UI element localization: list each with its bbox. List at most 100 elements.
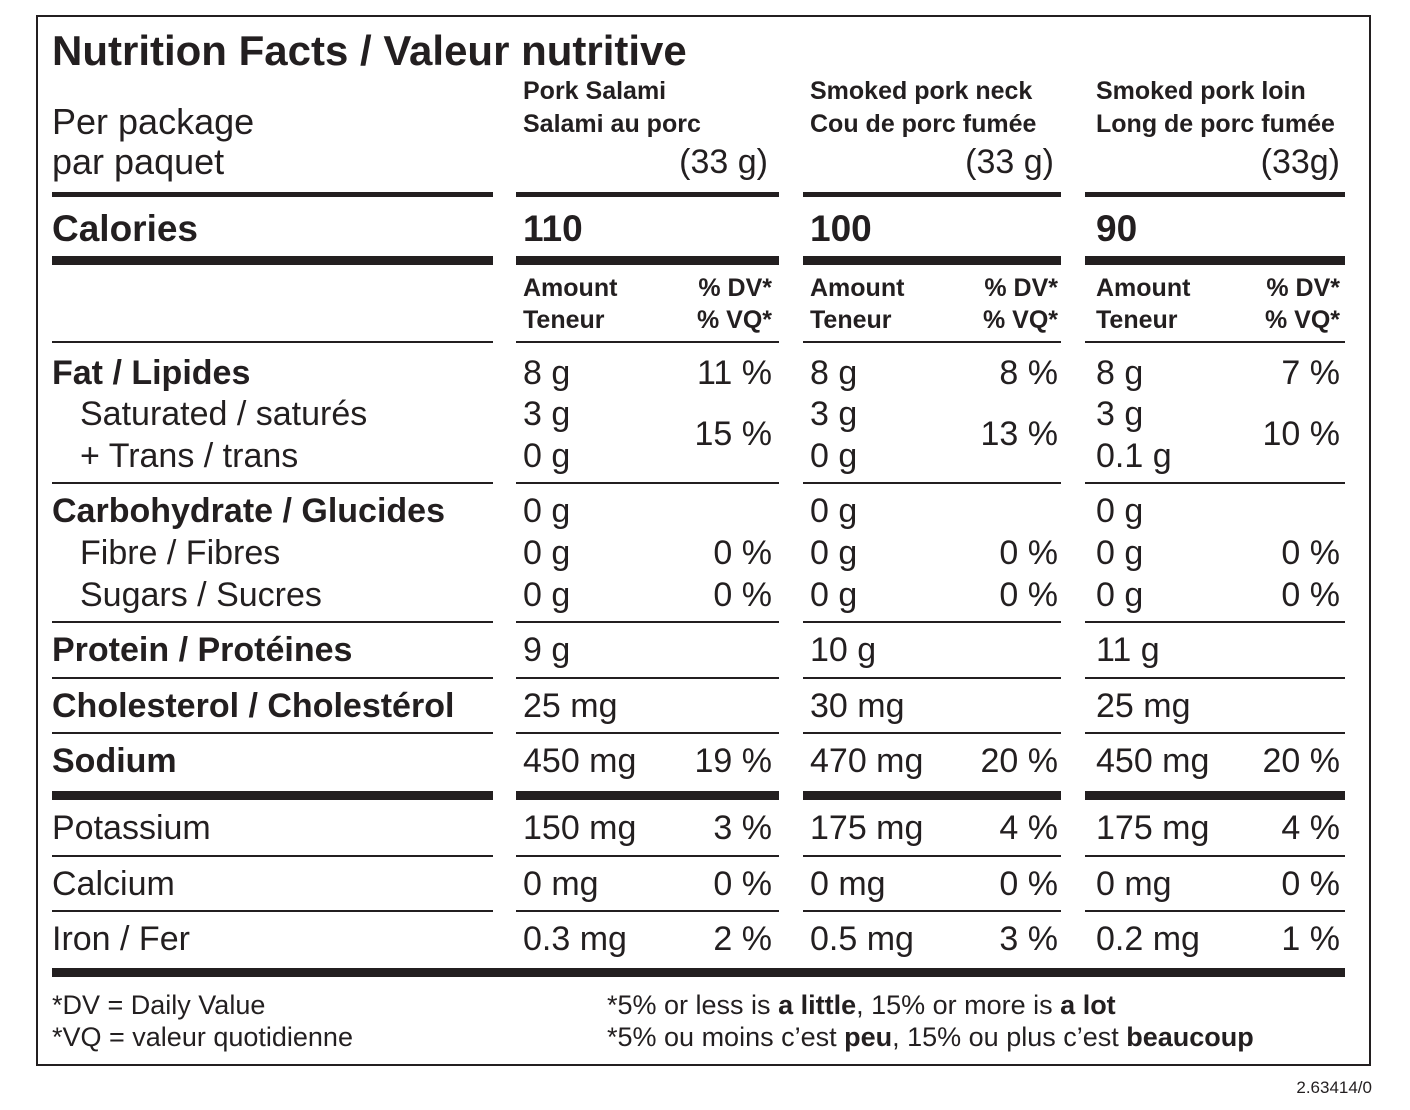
serving-label-en: Per package	[52, 101, 255, 142]
teneur-header: Teneur	[523, 306, 605, 334]
sodium-rule	[1085, 791, 1345, 800]
iron-amount: 0.2 mg	[1096, 920, 1200, 958]
iron-dv: 3 %	[999, 920, 1058, 958]
label-code: 2.63414/0	[1296, 1078, 1372, 1097]
fat-dv: 7 %	[1281, 354, 1340, 392]
amount-header: Amount	[810, 274, 905, 302]
sugars-dv: 0 %	[1281, 576, 1340, 614]
sodium-rule	[803, 791, 1061, 800]
cholesterol-rule	[516, 732, 779, 734]
nutrition-facts-panel	[36, 15, 1371, 1066]
carbohydrate-group-rule	[516, 621, 779, 623]
sugars-amount: 0 g	[523, 576, 571, 614]
protein-label: Protein / Protéines	[52, 631, 353, 669]
protein-rule	[516, 677, 779, 679]
fibre-label: Fibre / Fibres	[80, 534, 281, 572]
product-name-fr: Cou de porc fumée	[810, 110, 1037, 138]
dv-header: % DV*	[984, 274, 1058, 302]
protein-rule	[52, 677, 493, 679]
potassium-amount: 175 mg	[1096, 809, 1210, 847]
serving-rule	[516, 192, 779, 197]
iron-dv: 1 %	[1281, 920, 1340, 958]
dv-definition: *DV = Daily Value	[52, 990, 266, 1020]
saturated-amount: 3 g	[523, 395, 571, 433]
sugars-label: Sugars / Sucres	[80, 576, 322, 614]
carbohydrate-label: Carbohydrate / Glucides	[52, 492, 445, 530]
dv-header: % DV*	[698, 274, 772, 302]
fat-amount: 8 g	[523, 354, 571, 392]
carbohydrate-group-rule	[1085, 621, 1345, 623]
footnote-fr: *5% ou moins c’est peu, 15% ou plus c’es…	[607, 1022, 1254, 1052]
carbohydrate-group-rule	[52, 621, 493, 623]
amount-header: Amount	[1096, 274, 1191, 302]
calories-rule	[516, 256, 779, 265]
calcium-dv: 0 %	[999, 865, 1058, 903]
calories-value: 110	[523, 208, 583, 249]
product-name-en: Smoked pork loin	[1096, 77, 1306, 105]
trans-amount: 0.1 g	[1096, 437, 1172, 475]
column-header-rule	[516, 341, 779, 343]
calories-rule	[52, 256, 493, 265]
teneur-header: Teneur	[1096, 306, 1178, 334]
fat-label: Fat / Lipides	[52, 354, 251, 392]
cholesterol-amount: 25 mg	[523, 687, 618, 725]
cholesterol-amount: 25 mg	[1096, 687, 1191, 725]
calcium-label: Calcium	[52, 865, 175, 903]
product-name-fr: Salami au porc	[523, 110, 701, 138]
potassium-rule	[52, 855, 493, 857]
vq-header: % VQ*	[696, 306, 772, 334]
saturated-trans-dv: 10 %	[1262, 415, 1341, 453]
calories-value: 100	[810, 208, 872, 249]
sodium-amount: 450 mg	[523, 742, 637, 780]
calcium-rule	[803, 910, 1061, 912]
potassium-dv: 4 %	[999, 809, 1058, 847]
saturated-trans-dv: 15 %	[694, 415, 773, 453]
protein-rule	[1085, 677, 1345, 679]
product-name-en: Pork Salami	[523, 77, 667, 105]
carbohydrate-amount: 0 g	[523, 492, 571, 530]
saturated-amount: 3 g	[810, 395, 858, 433]
calories-rule	[1085, 256, 1345, 265]
fibre-amount: 0 g	[523, 534, 571, 572]
sodium-dv: 20 %	[980, 742, 1059, 780]
calcium-rule	[52, 910, 493, 912]
vq-header: % VQ*	[982, 306, 1058, 334]
sodium-dv: 20 %	[1262, 742, 1341, 780]
trans-label: + Trans / trans	[80, 437, 299, 475]
protein-rule	[803, 677, 1061, 679]
sugars-dv: 0 %	[999, 576, 1058, 614]
fibre-dv: 0 %	[999, 534, 1058, 572]
sodium-amount: 450 mg	[1096, 742, 1210, 780]
fibre-amount: 0 g	[1096, 534, 1144, 572]
protein-amount: 11 g	[1096, 631, 1160, 669]
fat-amount: 8 g	[1096, 354, 1144, 392]
carbohydrate-amount: 0 g	[810, 492, 858, 530]
fat-amount: 8 g	[810, 354, 858, 392]
protein-amount: 9 g	[523, 631, 571, 669]
iron-amount: 0.5 mg	[810, 920, 914, 958]
fat-dv: 11 %	[697, 354, 772, 392]
product-name-fr: Long de porc fumée	[1096, 110, 1335, 138]
potassium-dv: 4 %	[1281, 809, 1340, 847]
potassium-rule	[516, 855, 779, 857]
vq-definition: *VQ = valeur quotidienne	[52, 1022, 353, 1052]
saturated-trans-dv: 13 %	[980, 415, 1059, 453]
saturated-label: Saturated / saturés	[80, 395, 368, 433]
calories-value: 90	[1096, 208, 1138, 249]
potassium-dv: 3 %	[713, 809, 772, 847]
potassium-rule	[1085, 855, 1345, 857]
calcium-rule	[516, 910, 779, 912]
iron-amount: 0.3 mg	[523, 920, 627, 958]
iron-label: Iron / Fer	[52, 920, 190, 958]
sugars-amount: 0 g	[810, 576, 858, 614]
fat-group-rule	[1085, 482, 1345, 484]
fibre-dv: 0 %	[713, 534, 772, 572]
footer-rule	[52, 968, 1345, 977]
protein-amount: 10 g	[810, 631, 877, 669]
fibre-dv: 0 %	[1281, 534, 1340, 572]
calcium-amount: 0 mg	[810, 865, 886, 903]
serving-size: (33g)	[1260, 143, 1340, 181]
calcium-amount: 0 mg	[523, 865, 599, 903]
potassium-amount: 150 mg	[523, 809, 637, 847]
amount-header: Amount	[523, 274, 618, 302]
